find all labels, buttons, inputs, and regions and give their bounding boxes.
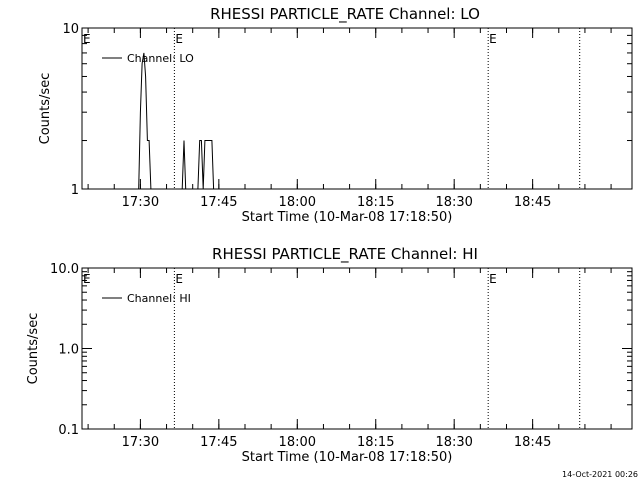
y-axis-label: Counts/sec: [38, 73, 53, 145]
x-tick-label: 18:45: [514, 195, 551, 210]
series-group: [138, 52, 215, 189]
x-tick-label: 18:00: [279, 435, 316, 450]
x-tick-label: 18:30: [435, 195, 472, 210]
y-tick-label: 0.1: [58, 423, 79, 438]
y-tick-label: 10: [62, 22, 79, 37]
x-tick-label: 18:00: [279, 195, 316, 210]
x-tick-label: 17:30: [122, 435, 159, 450]
chart-title: RHESSI PARTICLE_RATE Channel: LO: [210, 5, 480, 24]
x-axis-label: Start Time (10-Mar-08 17:18:50): [242, 450, 453, 465]
event-marker-label: E: [83, 32, 91, 46]
y-tick-label: 1: [71, 183, 79, 198]
event-marker-label: E: [489, 272, 497, 286]
x-tick-label: 18:15: [357, 435, 394, 450]
x-tick-label: 18:45: [514, 435, 551, 450]
x-tick-label: 18:30: [435, 435, 472, 450]
chart-title: RHESSI PARTICLE_RATE Channel: HI: [212, 245, 478, 264]
legend-label: Channel: HI: [127, 292, 191, 305]
legend-label: Channel: LO: [127, 52, 194, 65]
event-marker-label: E: [83, 272, 91, 286]
x-tick-label: 18:15: [357, 195, 394, 210]
event-marker-label: E: [175, 272, 183, 286]
event-marker-label: E: [489, 32, 497, 46]
x-tick-label: 17:45: [200, 195, 237, 210]
event-marker-label: E: [175, 32, 183, 46]
y-axis-label: Counts/sec: [26, 313, 41, 385]
x-axis-label: Start Time (10-Mar-08 17:18:50): [242, 210, 453, 225]
y-tick-label: 10.0: [50, 262, 79, 277]
y-tick-label: 1.0: [58, 343, 79, 358]
plot-frame: [81, 27, 633, 190]
x-tick-label: 17:45: [200, 435, 237, 450]
series-line: [138, 52, 215, 189]
x-tick-label: 17:30: [122, 195, 159, 210]
footer-timestamp: 14-Oct-2021 00:26: [562, 470, 638, 479]
